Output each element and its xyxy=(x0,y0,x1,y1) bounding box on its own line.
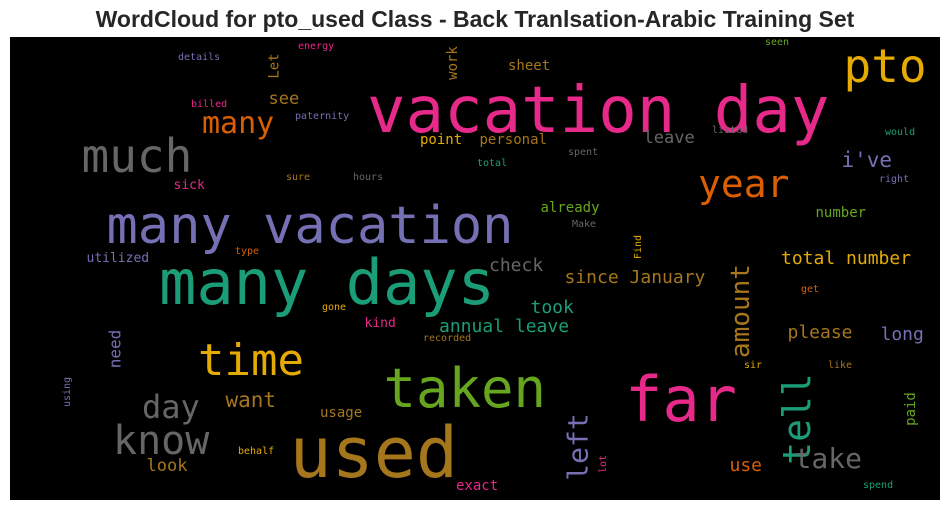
word-point: point xyxy=(420,132,463,148)
word-behalf: behalf xyxy=(238,446,275,457)
word-far: far xyxy=(625,363,737,436)
word-spent: spent xyxy=(568,147,599,158)
word-make: Make xyxy=(572,219,597,230)
word-usage: usage xyxy=(320,405,363,421)
word-please: please xyxy=(787,322,853,343)
word-recorded: recorded xyxy=(423,333,472,344)
word-total-number: total number xyxy=(781,248,912,269)
word-many-vacation: many vacation xyxy=(106,196,514,256)
word-see: see xyxy=(268,88,300,109)
word-using: using xyxy=(62,376,74,408)
word-kind: kind xyxy=(364,315,396,331)
word-annual-leave: annual leave xyxy=(439,316,570,337)
word-long: long xyxy=(880,324,924,345)
word-number: number xyxy=(815,205,867,221)
word-billed: billed xyxy=(191,99,228,110)
word-used: used xyxy=(289,412,459,494)
word-total: total xyxy=(477,158,508,169)
word-work: work xyxy=(444,46,461,80)
word-gone: gone xyxy=(322,302,347,313)
word-need: need xyxy=(104,329,124,369)
word-want: want xyxy=(225,387,277,412)
word-taken: taken xyxy=(383,357,547,420)
word-time: time xyxy=(198,335,304,386)
word-find: Find xyxy=(633,234,645,260)
word-sure: sure xyxy=(286,172,311,183)
word-many-days: many days xyxy=(159,246,495,319)
word-sir: sir xyxy=(744,360,763,371)
word-personal: personal xyxy=(479,132,547,148)
word-i-ve: i've xyxy=(841,147,893,172)
word-take: take xyxy=(794,442,862,475)
word-would: would xyxy=(885,127,916,138)
word-many: many xyxy=(202,106,275,141)
word-paternity: paternity xyxy=(295,111,350,122)
word-day: day xyxy=(142,388,200,426)
word-much: much xyxy=(81,129,193,183)
word-let: Let xyxy=(266,53,283,79)
word-amount: amount xyxy=(725,264,756,358)
word-lot: lot xyxy=(598,454,610,474)
word-sheet: sheet xyxy=(508,58,551,74)
chart-title: WordCloud for pto_used Class - Back Tran… xyxy=(95,6,855,32)
word-right: right xyxy=(879,174,910,185)
word-year: year xyxy=(698,162,790,206)
word-took: took xyxy=(530,297,574,318)
word-type: type xyxy=(235,246,260,257)
word-energy: energy xyxy=(298,41,335,52)
word-like: like xyxy=(828,360,853,371)
wordcloud-panel: vacation day used many days many vacation fa… xyxy=(10,37,940,500)
word-exact: exact xyxy=(456,478,499,494)
word-paid: paid xyxy=(902,392,919,426)
word-pto: pto xyxy=(843,39,927,93)
word-already: already xyxy=(540,200,600,216)
word-utilized: utilized xyxy=(86,250,150,266)
word-vacation-day: vacation day xyxy=(367,74,830,148)
word-look: look xyxy=(146,455,188,476)
word-get: get xyxy=(801,284,820,295)
word-sick: sick xyxy=(173,177,205,193)
word-spend: spend xyxy=(863,480,894,491)
word-use: use xyxy=(729,455,763,476)
word-check: check xyxy=(489,255,544,276)
word-hours: hours xyxy=(353,172,384,183)
word-know: know xyxy=(113,418,210,464)
word-leave: leave xyxy=(643,127,695,148)
word-seen: seen xyxy=(765,37,790,48)
word-details: details xyxy=(178,52,221,63)
word-listed: listed xyxy=(712,125,749,136)
word-left: left xyxy=(561,413,595,481)
word-since-january: since January xyxy=(564,267,706,288)
